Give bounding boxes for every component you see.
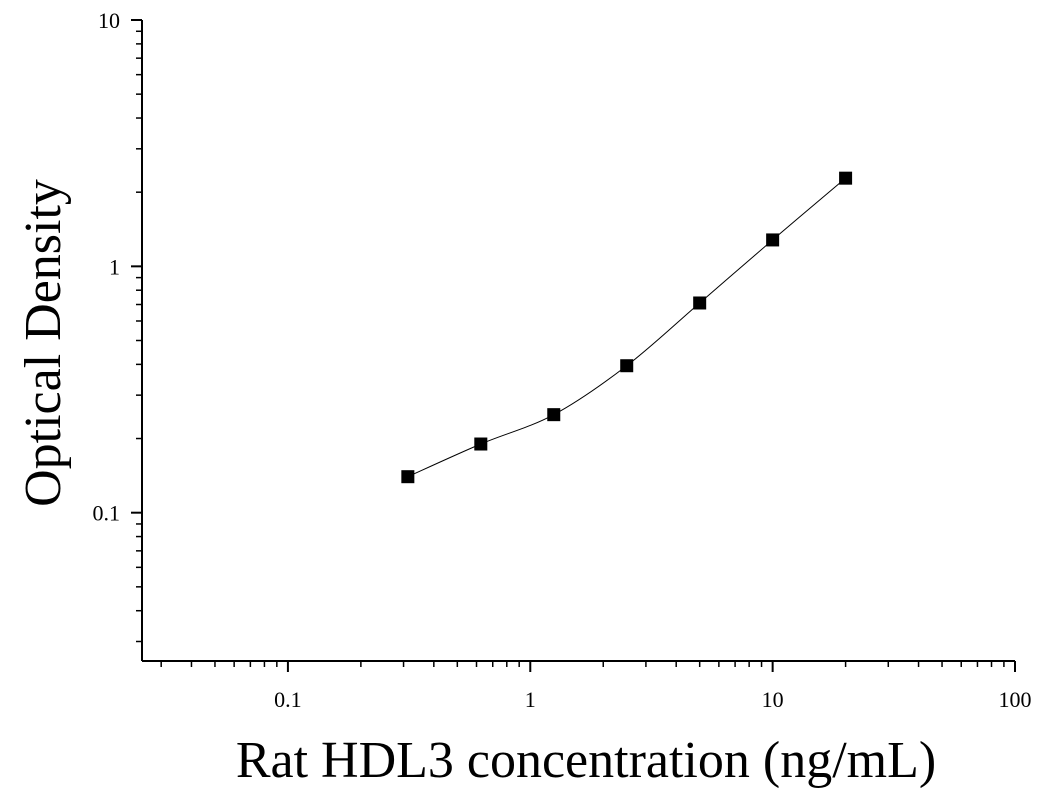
data-point [620,359,634,373]
y-axis-title: Optical Density [15,179,72,507]
x-tick-label: 0.1 [274,687,302,712]
x-tick-label: 100 [999,687,1032,712]
y-tick-label: 10 [98,8,120,33]
data-point [474,437,488,451]
y-tick-label: 1 [109,254,120,279]
data-point [693,296,707,310]
x-tick-label: 1 [525,687,536,712]
data-point [401,470,415,484]
fit-curve [407,177,846,478]
y-tick-label: 0.1 [93,501,121,526]
data-points [401,171,853,484]
x-tick-label: 10 [762,687,784,712]
data-point [766,233,780,247]
major-ticks [131,19,1016,672]
data-point [839,171,853,185]
data-point [547,408,561,422]
x-axis-title: Rat HDL3 concentration (ng/mL) [236,732,936,789]
minor-ticks [136,30,1005,667]
tick-labels: 0.1 1 10 100 0.1 1 10 [93,8,1032,712]
